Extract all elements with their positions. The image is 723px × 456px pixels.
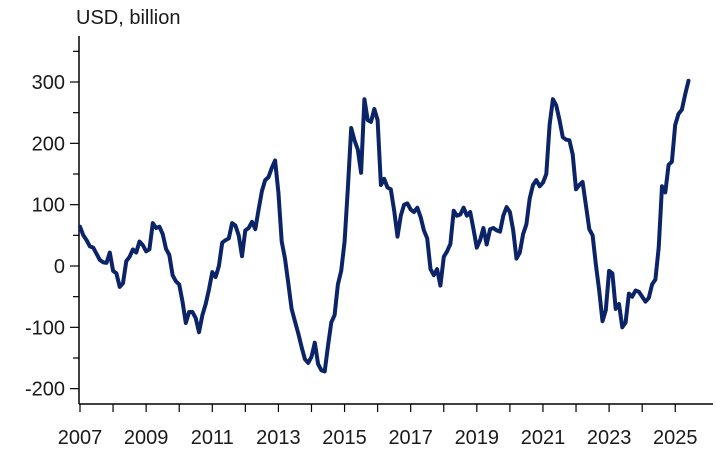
y-tick-label: 300 <box>32 72 65 94</box>
y-tick-label: 0 <box>54 256 65 278</box>
series-layer <box>78 78 691 374</box>
x-tick-label: 2017 <box>388 427 433 449</box>
x-tick-label: 2021 <box>521 427 566 449</box>
x-tick-label: 2013 <box>256 427 301 449</box>
y-tick-label: -200 <box>25 379 65 401</box>
x-tick-label: 2015 <box>322 427 367 449</box>
x-tick-label: 2007 <box>58 427 103 449</box>
x-tick-label: 2025 <box>653 427 698 449</box>
y-tick-label: 200 <box>32 133 65 155</box>
x-tick-label: 2009 <box>124 427 169 449</box>
x-axis: 2007 2009 2011 2013 2015 2017 2019 2021 2023 2025 <box>58 403 713 449</box>
x-tick-label: 2019 <box>455 427 500 449</box>
y-axis-unit-label: USD, billion <box>76 7 180 29</box>
y-tick-label: -100 <box>25 317 65 339</box>
x-tick-label: 2023 <box>587 427 632 449</box>
y-tick-label: 100 <box>32 195 65 217</box>
x-tick-label: 2011 <box>191 427 234 449</box>
y-axis: -200 -100 0 100 200 300 <box>25 36 80 404</box>
series-line <box>78 78 691 374</box>
